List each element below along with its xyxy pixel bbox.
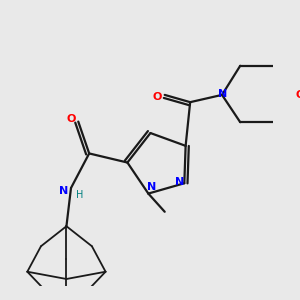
Text: N: N	[218, 89, 227, 99]
Text: O: O	[153, 92, 162, 102]
Text: N: N	[59, 186, 68, 196]
Text: H: H	[76, 190, 84, 200]
Text: O: O	[296, 90, 300, 100]
Text: N: N	[147, 182, 156, 192]
Text: N: N	[175, 177, 184, 187]
Text: O: O	[66, 114, 76, 124]
